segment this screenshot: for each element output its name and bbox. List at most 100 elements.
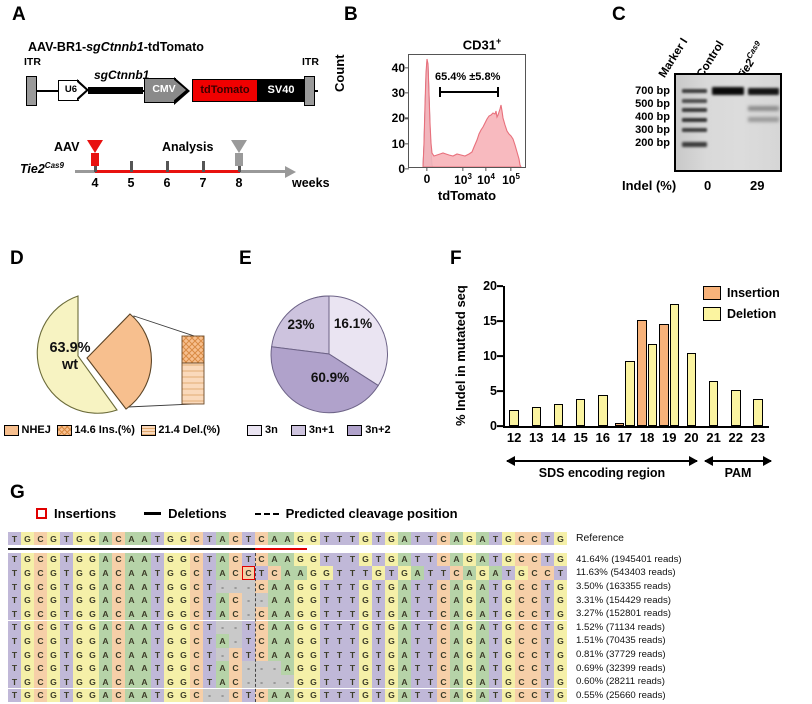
alignment-base-A: A	[138, 647, 151, 662]
flow-title-text: CD31	[462, 37, 496, 53]
legend-item-insertion: Insertion	[703, 286, 780, 300]
alignment-base-A: A	[450, 620, 463, 635]
gel-band-tie2cas9-cleaved-2	[748, 117, 779, 122]
alignment-base-G: G	[164, 579, 177, 594]
alignment-base-T: T	[489, 634, 502, 648]
alignment-base-G: G	[385, 675, 398, 689]
alignment-base-G: G	[47, 579, 60, 594]
alignment-base-G: G	[307, 607, 320, 621]
legend-item-deletions: Deletions	[144, 506, 227, 521]
alignment-base-G: G	[164, 552, 177, 567]
alignment-base-C: C	[255, 634, 268, 648]
chart-xtick-18: 18	[639, 430, 655, 445]
chart-xtick-17: 17	[617, 430, 633, 445]
alignment-base-T: T	[151, 607, 164, 621]
alignment-base-G: G	[177, 607, 190, 621]
alignment-base-T: T	[541, 552, 554, 567]
analysis-label: Analysis	[162, 140, 214, 154]
read-frequency-label: 1.52% (71134 reads)	[576, 621, 665, 633]
aav-injection-label: AAV	[54, 140, 80, 154]
alignment-base-T: T	[411, 688, 424, 703]
bar-deletion-16	[598, 395, 608, 426]
bar-insertion-17	[614, 423, 625, 426]
alignment-base-T: T	[203, 675, 216, 689]
alignment-base-G: G	[502, 634, 515, 648]
alignment-base-G: G	[385, 607, 398, 621]
alignment-base-T: T	[541, 607, 554, 621]
alignment-base-G: G	[47, 661, 60, 675]
flow-y-axis-label: Count	[332, 54, 347, 92]
alignment-base-C: C	[255, 607, 268, 621]
alignment-base-T: T	[346, 620, 359, 635]
alignment-base-A: A	[398, 607, 411, 621]
alignment-base-A: A	[125, 532, 138, 546]
alignment-base-T: T	[8, 552, 21, 567]
bar-deletion-22	[731, 390, 741, 426]
alignment-base-T: T	[372, 607, 385, 621]
alignment-base-G: G	[21, 579, 34, 594]
alignment-base-G: G	[164, 620, 177, 635]
alignment-base-G: G	[47, 647, 60, 662]
chart-xtick-22: 22	[728, 430, 743, 445]
alignment-base-A: A	[398, 661, 411, 675]
alignment-base-T: T	[203, 593, 216, 607]
alignment-base-G: G	[47, 593, 60, 607]
alignment-base-T: T	[8, 675, 21, 689]
alignment-base-G: G	[307, 688, 320, 703]
panel-d-letter: D	[10, 248, 24, 269]
alignment-base-T: T	[242, 532, 255, 546]
itr-right-label: ITR	[302, 56, 319, 68]
alignment-base-T: T	[203, 552, 216, 567]
flow-ytick-20: 20	[391, 111, 405, 126]
alignment-base-A: A	[138, 579, 151, 594]
alignment-base-T: T	[411, 579, 424, 594]
alignment-base-T: T	[385, 566, 398, 580]
title-prefix: AAV-BR1-	[28, 40, 87, 54]
alignment-base-G: G	[73, 532, 86, 546]
alignment-base-G: G	[86, 566, 99, 580]
aav-construct-diagram: ITR U6 sgCtnnb1 CMV tdTomato SV40 ITR	[20, 56, 319, 114]
alignment-base-G: G	[502, 593, 515, 607]
ladder-label-200bp: 200 bp	[635, 137, 670, 149]
alignment-base-A: A	[281, 552, 294, 567]
alignment-base-G: G	[554, 675, 567, 689]
svg-text:23%: 23%	[287, 317, 314, 332]
alignment-base-T: T	[541, 675, 554, 689]
sgrna-label: sgCtnnb1	[94, 68, 150, 82]
legend-label-deletion: Deletion	[727, 307, 777, 321]
alignment-base-C: C	[229, 607, 242, 621]
alignment-base-C: C	[437, 647, 450, 662]
legend-label-insertions: 14.6 Ins.(%)	[74, 424, 135, 436]
alignment-base-T: T	[372, 593, 385, 607]
alignment-base-C: C	[229, 647, 242, 662]
alignment-base-T: T	[8, 620, 21, 635]
alignment-gap: -	[216, 620, 229, 635]
sgrna-cassette-bar	[88, 87, 143, 94]
alignment-base-C: C	[34, 593, 47, 607]
alignment-base-C: C	[437, 579, 450, 594]
alignment-base-G: G	[73, 634, 86, 648]
alignment-base-A: A	[99, 552, 112, 567]
alignment-base-T: T	[242, 620, 255, 635]
alignment-base-A: A	[216, 593, 229, 607]
alignment-gap: -	[216, 647, 229, 662]
alignment-base-T: T	[60, 579, 73, 594]
alignment-base-C: C	[255, 620, 268, 635]
alignment-base-T: T	[320, 688, 333, 703]
timeline-unit-label: weeks	[292, 176, 330, 190]
alignment-base-A: A	[476, 620, 489, 635]
alignment-base-A: A	[476, 607, 489, 621]
alignment-base-C: C	[255, 532, 268, 546]
alignment-base-G: G	[359, 620, 372, 635]
itr-right-box	[304, 76, 315, 106]
alignment-base-T: T	[411, 620, 424, 635]
alignment-base-G: G	[385, 634, 398, 648]
alignment-base-A: A	[138, 634, 151, 648]
alignment-base-T: T	[333, 620, 346, 635]
flow-xtick-1e5: 105	[502, 172, 520, 187]
alignment-base-T: T	[372, 634, 385, 648]
alignment-base-A: A	[268, 532, 281, 546]
alignment-base-C: C	[190, 532, 203, 546]
alignment-base-A: A	[99, 647, 112, 662]
